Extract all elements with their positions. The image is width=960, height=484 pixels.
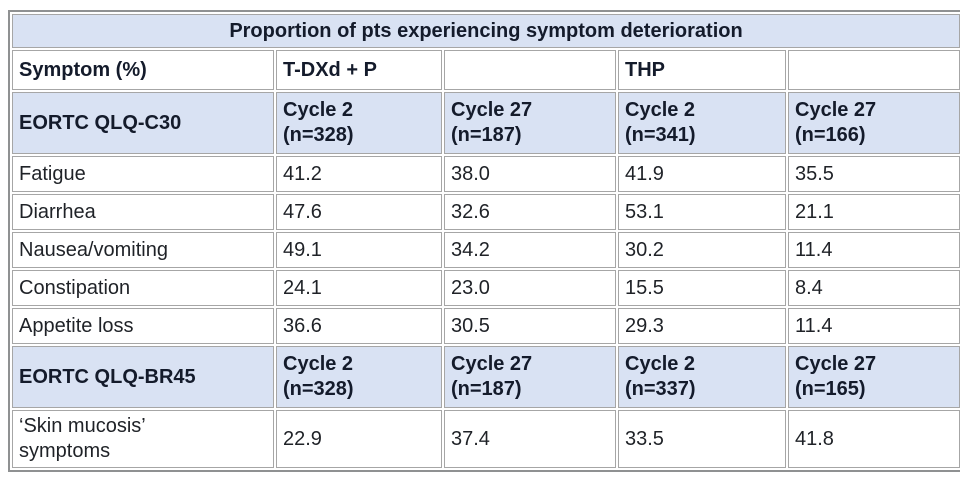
value-cell: 11.4 (788, 232, 960, 268)
table-row-nausea-vomiting: Nausea/vomiting 49.1 34.2 30.2 11.4 (12, 232, 960, 268)
value-cell: 23.0 (444, 270, 616, 306)
title-row: Proportion of pts experiencing symptom d… (12, 14, 960, 48)
section-label-qlq-c30: EORTC QLQ-C30 (12, 92, 274, 154)
col-header-tdxd-p: T-DXd + P (276, 50, 442, 90)
value-cell: 37.4 (444, 410, 616, 468)
cycle-header-c30-4: Cycle 27 (n=166) (788, 92, 960, 154)
value-cell: 47.6 (276, 194, 442, 230)
table-row-appetite-loss: Appetite loss 36.6 30.5 29.3 11.4 (12, 308, 960, 344)
value-cell: 35.5 (788, 156, 960, 192)
symptom-label: Constipation (12, 270, 274, 306)
col-header-thp: THP (618, 50, 786, 90)
value-cell: 49.1 (276, 232, 442, 268)
value-cell: 30.2 (618, 232, 786, 268)
value-cell: 38.0 (444, 156, 616, 192)
table-row-constipation: Constipation 24.1 23.0 15.5 8.4 (12, 270, 960, 306)
value-cell: 34.2 (444, 232, 616, 268)
value-cell: 15.5 (618, 270, 786, 306)
cycle-header-br45-1: Cycle 2 (n=328) (276, 346, 442, 408)
symptom-label: Appetite loss (12, 308, 274, 344)
section-header-row-qlq-c30: EORTC QLQ-C30 Cycle 2 (n=328) Cycle 27 (… (12, 92, 960, 154)
value-cell: 33.5 (618, 410, 786, 468)
value-cell: 41.2 (276, 156, 442, 192)
value-cell: 30.5 (444, 308, 616, 344)
value-cell: 8.4 (788, 270, 960, 306)
cycle-header-c30-2: Cycle 27 (n=187) (444, 92, 616, 154)
symptom-label: Fatigue (12, 156, 274, 192)
table-row-fatigue: Fatigue 41.2 38.0 41.9 35.5 (12, 156, 960, 192)
value-cell: 29.3 (618, 308, 786, 344)
symptom-deterioration-table: Proportion of pts experiencing symptom d… (8, 10, 960, 472)
table-title: Proportion of pts experiencing symptom d… (12, 14, 960, 48)
symptom-label: Diarrhea (12, 194, 274, 230)
table-row-skin-mucosis: ‘Skin mucosis’ symptoms 22.9 37.4 33.5 4… (12, 410, 960, 468)
symptom-label: ‘Skin mucosis’ symptoms (12, 410, 274, 468)
value-cell: 11.4 (788, 308, 960, 344)
value-cell: 36.6 (276, 308, 442, 344)
cycle-header-c30-3: Cycle 2 (n=341) (618, 92, 786, 154)
table-row-diarrhea: Diarrhea 47.6 32.6 53.1 21.1 (12, 194, 960, 230)
value-cell: 41.8 (788, 410, 960, 468)
value-cell: 53.1 (618, 194, 786, 230)
col-header-empty-2 (788, 50, 960, 90)
value-cell: 24.1 (276, 270, 442, 306)
section-label-qlq-br45: EORTC QLQ-BR45 (12, 346, 274, 408)
cycle-header-br45-4: Cycle 27 (n=165) (788, 346, 960, 408)
value-cell: 32.6 (444, 194, 616, 230)
table-container: Proportion of pts experiencing symptom d… (8, 10, 960, 472)
value-cell: 21.1 (788, 194, 960, 230)
value-cell: 22.9 (276, 410, 442, 468)
cycle-header-c30-1: Cycle 2 (n=328) (276, 92, 442, 154)
section-header-row-qlq-br45: EORTC QLQ-BR45 Cycle 2 (n=328) Cycle 27 … (12, 346, 960, 408)
value-cell: 41.9 (618, 156, 786, 192)
cycle-header-br45-2: Cycle 27 (n=187) (444, 346, 616, 408)
cycle-header-br45-3: Cycle 2 (n=337) (618, 346, 786, 408)
col-header-empty-1 (444, 50, 616, 90)
group-header-row: Symptom (%) T-DXd + P THP (12, 50, 960, 90)
symptom-label: Nausea/vomiting (12, 232, 274, 268)
col-header-symptom: Symptom (%) (12, 50, 274, 90)
